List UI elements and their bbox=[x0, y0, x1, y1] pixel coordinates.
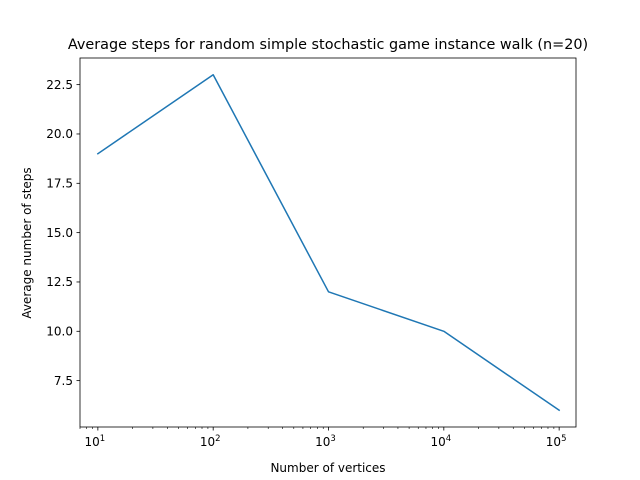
x-tick-label: 104 bbox=[430, 434, 451, 449]
y-axis-label: Average number of steps bbox=[20, 167, 34, 318]
y-tick-label: 22.5 bbox=[46, 78, 73, 92]
y-tick-label: 10.0 bbox=[46, 324, 73, 338]
plot-area: 101 102 103 104 105 7.5 10.0 12.5 15.0 17.5 20.0 22… bbox=[46, 57, 577, 449]
y-tick-label: 15.0 bbox=[46, 226, 73, 240]
axes-frame bbox=[79, 57, 577, 428]
series-line bbox=[96, 74, 561, 412]
y-tick-label: 20.0 bbox=[46, 127, 73, 141]
x-tick-label: 101 bbox=[85, 434, 106, 449]
x-tick-label: 105 bbox=[546, 434, 567, 449]
x-tick-label: 102 bbox=[200, 434, 221, 449]
y-tick-label: 7.5 bbox=[54, 374, 73, 388]
chart-title: Average steps for random simple stochast… bbox=[68, 37, 588, 53]
x-axis-label: Number of vertices bbox=[270, 461, 385, 475]
y-tick-label: 17.5 bbox=[46, 177, 73, 191]
x-tick-label: 103 bbox=[315, 434, 336, 449]
y-tick-label: 12.5 bbox=[46, 275, 73, 289]
